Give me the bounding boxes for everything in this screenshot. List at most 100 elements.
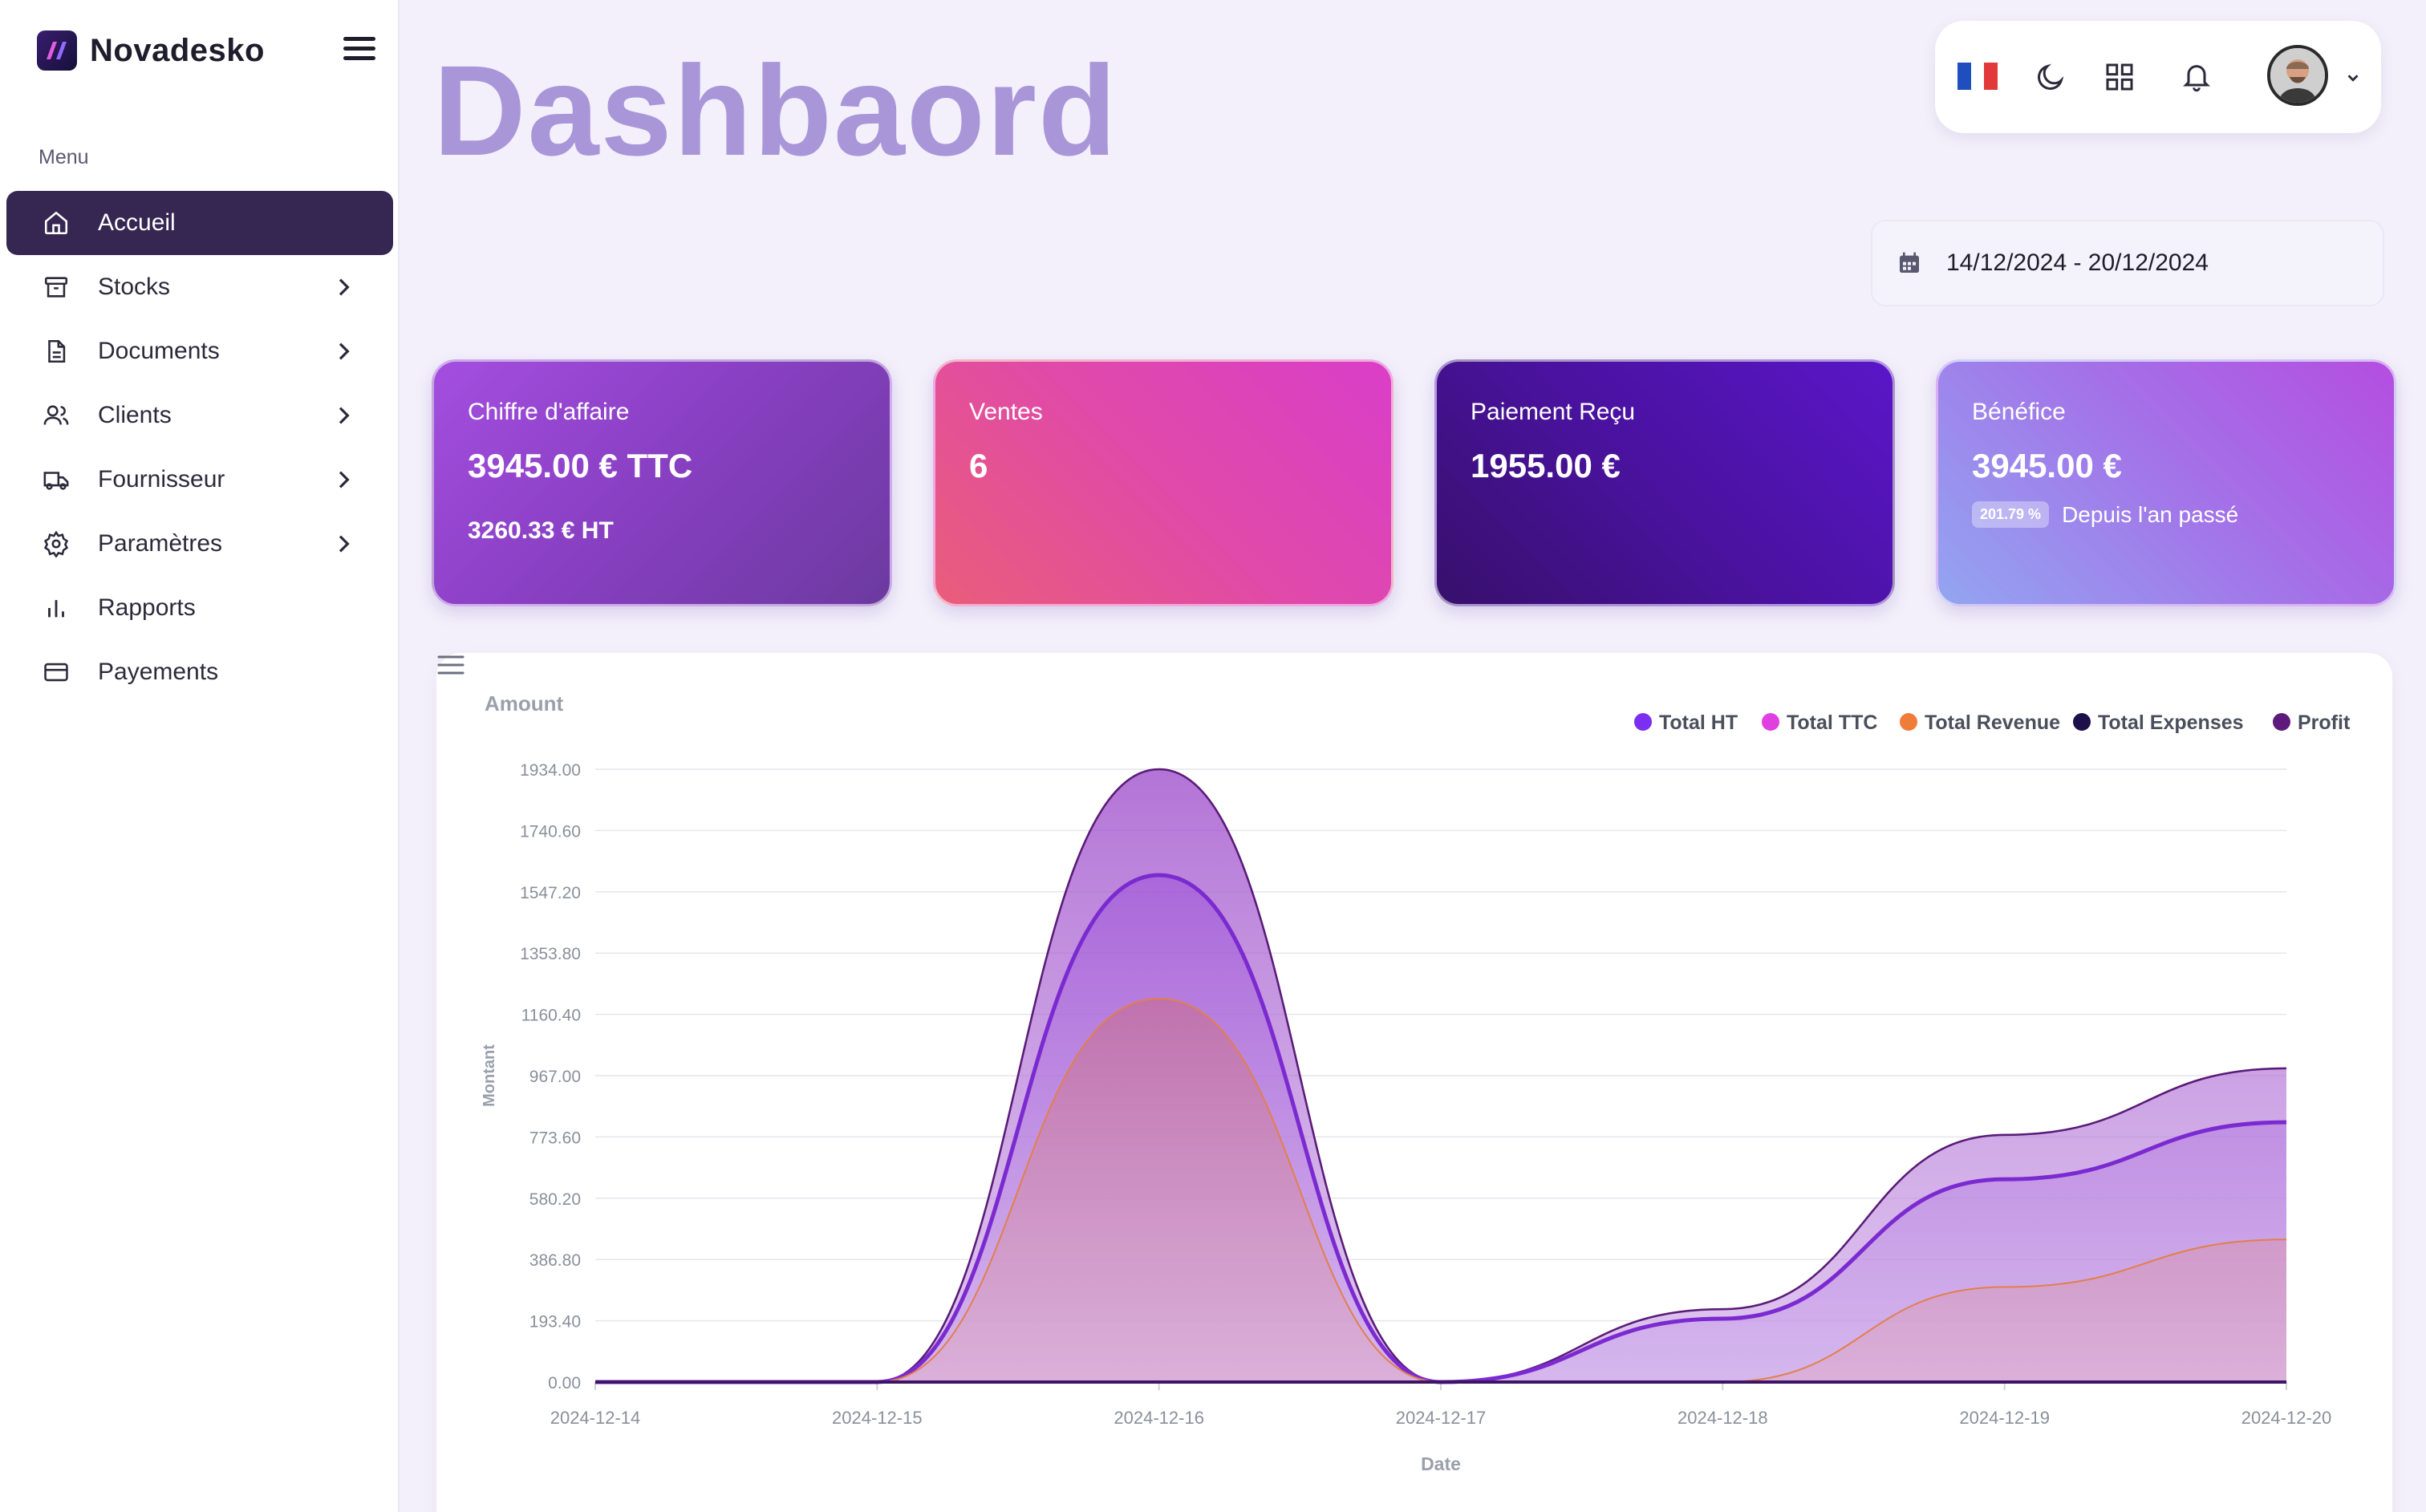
profit-badge-row: 201.79 % Depuis l'an passé (1972, 501, 2360, 528)
bar-chart-icon (42, 594, 71, 622)
y-tick-label: 386.80 (529, 1251, 581, 1270)
chevron-right-icon (339, 278, 350, 296)
sidebar-item-label: Payements (98, 659, 219, 685)
grid-icon[interactable] (2103, 61, 2136, 93)
profit-card-value: 3945.00 € (1972, 447, 2122, 484)
legend-marker (2273, 713, 2290, 731)
revenue-card-value: 3945.00 € TTC (468, 447, 693, 484)
y-tick-label: 580.20 (529, 1190, 581, 1209)
sidebar-item-label: Clients (98, 402, 172, 428)
legend-label: Total HT (1659, 711, 1738, 734)
bell-icon[interactable] (2181, 61, 2213, 93)
chevron-right-icon (339, 471, 350, 488)
profit-growth-text: Depuis l'an passé (2062, 501, 2239, 527)
y-axis-label: Montant (481, 1044, 498, 1107)
avatar[interactable] (2267, 45, 2328, 106)
brand-name: Novadesko (90, 32, 265, 68)
sidebar-item-stocks[interactable]: Stocks (6, 255, 393, 319)
page-title: Dashbaord (433, 39, 1118, 182)
payment-card-value: 1955.00 € (1471, 447, 1621, 484)
chevron-right-icon (339, 407, 350, 424)
series-total-ht-line (594, 873, 2287, 1384)
legend-marker (1762, 713, 1779, 731)
gear-icon (42, 529, 71, 558)
y-tick-label: 1547.20 (520, 884, 581, 902)
series-total-ttc-line (594, 768, 2287, 1384)
x-tick-label: 2024-12-18 (1678, 1408, 1768, 1428)
sidebar-item-clients[interactable]: Clients (6, 383, 393, 448)
topbar (1935, 21, 2381, 133)
y-tick-label: 1160.40 (521, 1007, 581, 1025)
sidebar-item-label: Fournisseur (98, 466, 225, 493)
sidebar-item-parametres[interactable]: Paramètres (6, 512, 393, 576)
profit-growth-badge: 201.79 % (1972, 501, 2050, 528)
sidebar-item-label: Documents (98, 338, 220, 364)
legend-label: Total Revenue (1925, 711, 2060, 734)
credit-card-icon (42, 658, 71, 687)
profit-card: Bénéfice 3945.00 € 201.79 % Depuis l'an … (1936, 359, 2396, 606)
sidebar-item-accueil[interactable]: Accueil (6, 191, 393, 255)
sidebar-item-rapports[interactable]: Rapports (6, 576, 393, 640)
profit-card-title: Bénéfice (1972, 399, 2066, 425)
menu-heading: Menu (39, 146, 89, 168)
revenue-card-sub: 3260.33 € HT (468, 517, 614, 544)
x-tick-label: 2024-12-16 (1114, 1408, 1204, 1428)
y-tick-label: 0.00 (548, 1374, 581, 1392)
y-tick-label: 967.00 (529, 1068, 581, 1086)
legend-label: Total Expenses (2098, 711, 2244, 734)
revenue-card: Chiffre d'affaire 3945.00 € TTC 3260.33 … (432, 359, 892, 606)
sidebar: Novadesko Menu Accueil Stocks Documents (0, 0, 400, 1512)
y-tick-label: 1353.80 (520, 945, 581, 963)
sidebar-item-documents[interactable]: Documents (6, 319, 393, 383)
calendar-icon (1900, 252, 1919, 273)
hamburger-menu-icon[interactable] (343, 37, 375, 64)
chart-menu-icon[interactable] (436, 653, 465, 677)
x-tick-label: 2024-12-19 (1959, 1408, 2050, 1428)
y-tick-label: 773.60 (529, 1129, 581, 1147)
chart-title: Amount (485, 691, 564, 715)
payment-card-title: Paiement Reçu (1471, 399, 1636, 425)
date-range-picker[interactable]: 14/12/2024 - 20/12/2024 (1871, 220, 2384, 306)
users-icon (42, 401, 71, 430)
brand-logo-icon (37, 30, 77, 71)
sidebar-item-fournisseur[interactable]: Fournisseur (6, 448, 393, 512)
payment-card: Paiement Reçu 1955.00 € (1434, 359, 1895, 606)
series-total-revenue-line (594, 998, 2287, 1384)
document-icon (42, 337, 71, 366)
x-tick-label: 2024-12-17 (1396, 1408, 1487, 1428)
revenue-card-title: Chiffre d'affaire (468, 399, 630, 425)
chart-card: Amount 0.00 193.40 386.80 580.20 773.60 967.00… (436, 653, 2392, 1512)
sales-card-title: Ventes (969, 399, 1043, 425)
chevron-right-icon (339, 343, 350, 360)
sidebar-item-label: Rapports (98, 594, 196, 621)
chevron-down-icon[interactable] (2344, 69, 2362, 87)
sidebar-item-payements[interactable]: Payements (6, 640, 393, 704)
home-icon (42, 209, 71, 237)
brand[interactable]: Novadesko (37, 30, 265, 71)
x-tick-label: 2024-12-14 (550, 1408, 641, 1428)
amount-chart: Amount 0.00 193.40 386.80 580.20 773.60 967.00… (481, 691, 2351, 1474)
moon-icon[interactable] (2035, 61, 2067, 93)
france-flag-icon[interactable] (1957, 63, 1998, 90)
truck-icon (42, 465, 71, 494)
x-tick-label: 2024-12-20 (2241, 1408, 2332, 1428)
sidebar-item-label: Paramètres (98, 530, 223, 557)
chevron-right-icon (339, 535, 350, 553)
legend-marker (1900, 713, 1917, 731)
y-tick-label: 1934.00 (520, 761, 581, 780)
sales-card-value: 6 (969, 447, 988, 484)
x-tick-label: 2024-12-15 (832, 1408, 923, 1428)
archive-icon (42, 273, 71, 302)
legend-marker (2073, 713, 2091, 731)
y-tick-label: 1740.60 (520, 822, 581, 841)
sidebar-item-label: Stocks (98, 274, 171, 300)
x-axis-label: Date (1421, 1453, 1461, 1474)
series-total-revenue-area (595, 999, 2286, 1382)
date-range-value: 14/12/2024 - 20/12/2024 (1946, 249, 2209, 276)
legend-label: Total TTC (1787, 711, 1877, 734)
legend-label: Profit (2298, 711, 2351, 734)
sidebar-nav: Accueil Stocks Documents Clients (6, 191, 393, 704)
sidebar-item-label: Accueil (98, 209, 176, 236)
y-tick-label: 193.40 (529, 1313, 581, 1332)
legend-marker (1634, 713, 1652, 731)
